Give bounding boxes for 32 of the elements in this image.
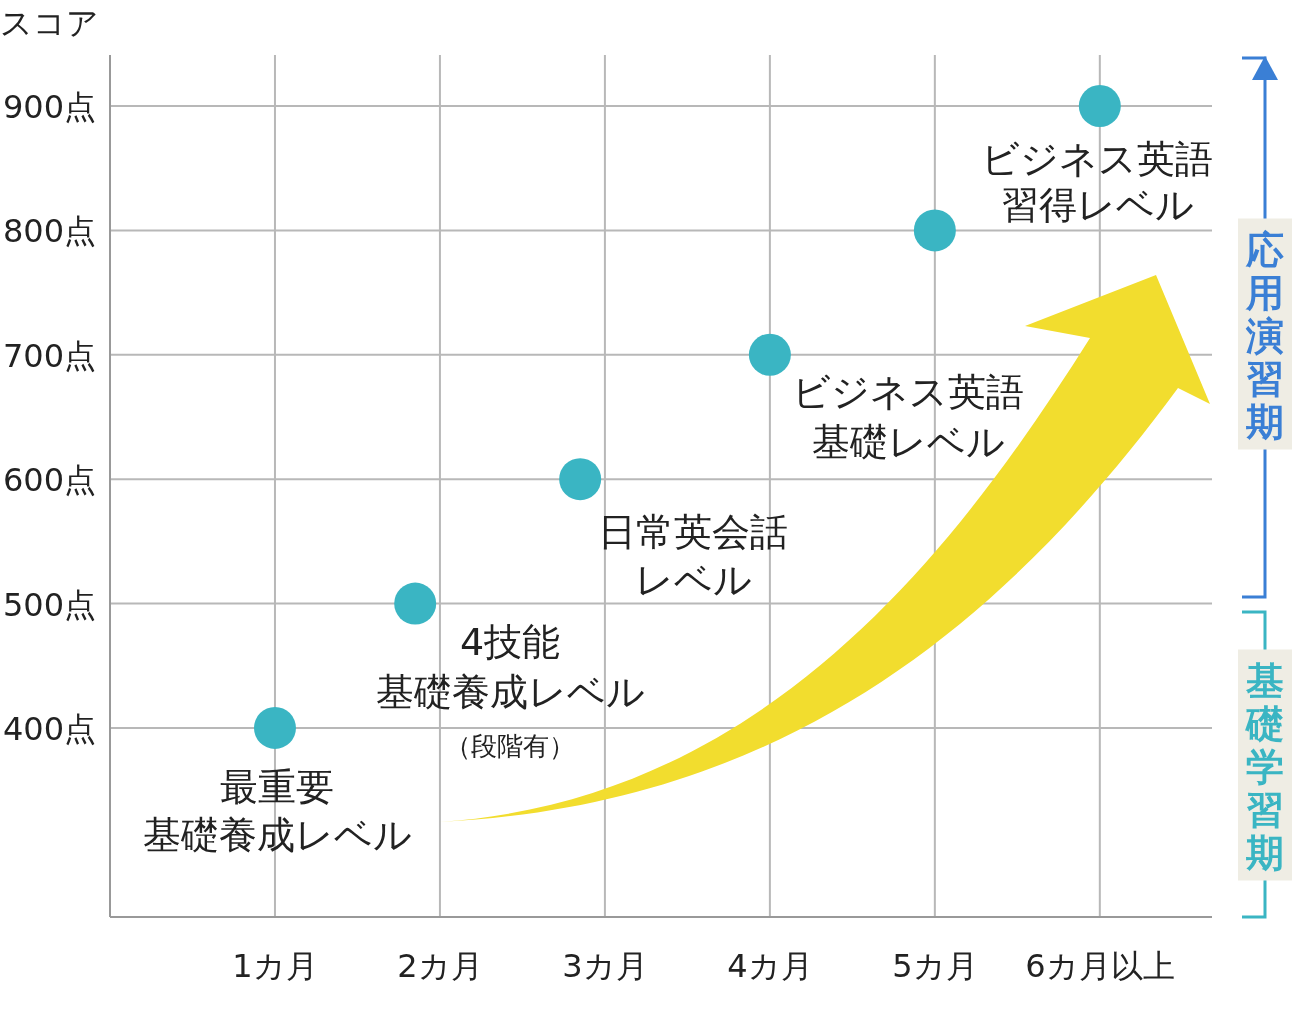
point	[253, 706, 296, 749]
annotation: 基礎養成レベル	[375, 670, 645, 714]
y-tick-label: 800点	[2, 212, 96, 251]
point	[748, 333, 791, 376]
y-tick-label: 900点	[2, 88, 96, 126]
x-tick-label: 5カ月	[892, 947, 978, 985]
text: 基礎学習期	[1244, 658, 1284, 875]
y-tick-label: 600点	[2, 461, 96, 500]
y-tick-label: 500点	[2, 585, 96, 624]
point	[1078, 85, 1121, 127]
point	[394, 582, 437, 625]
x-tick-label: 2カ月	[397, 947, 483, 985]
text: 応用演習期	[1245, 227, 1284, 444]
annotation: 4技能	[459, 620, 561, 664]
annotation: 最重要	[220, 765, 334, 809]
y-axis-title: スコア	[0, 4, 99, 42]
annotation: ビジネス英語	[981, 137, 1213, 181]
annotation: （段階有）	[445, 731, 575, 761]
annotation: 基礎レベル	[811, 420, 1005, 464]
point	[559, 458, 602, 501]
y-tick-label: 400点	[2, 709, 96, 748]
annotation: ビジネス英語	[792, 370, 1024, 414]
x-tick-label: 4カ月	[727, 947, 813, 985]
annotation: レベル	[634, 558, 752, 602]
y-tick-label: 700点	[2, 336, 96, 375]
point	[913, 209, 956, 252]
annotation: 日常英会話	[598, 510, 788, 554]
x-tick-label: 3カ月	[562, 947, 648, 985]
annotation: 基礎養成レベル	[142, 813, 412, 857]
x-tick-label: 6カ月以上	[1025, 947, 1175, 985]
annotation: 習得レベル	[1000, 183, 1194, 227]
x-tick-label: 1カ月	[232, 947, 318, 985]
